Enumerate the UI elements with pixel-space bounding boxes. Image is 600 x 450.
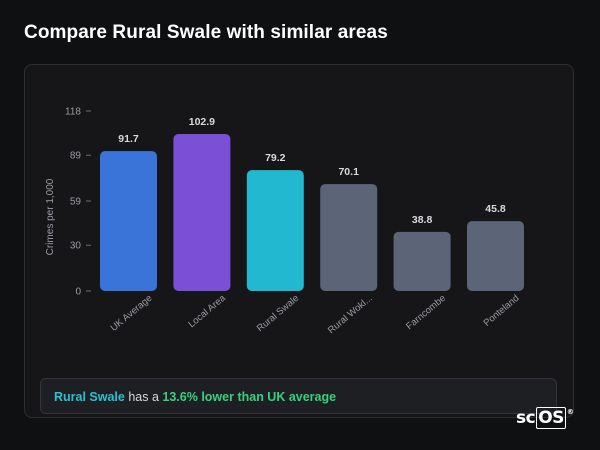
x-category-label: Ponteland xyxy=(482,293,522,329)
bar-value-label: 79.2 xyxy=(265,152,286,164)
bar-4 xyxy=(393,231,451,291)
x-category-label: Farncombe xyxy=(404,293,448,332)
bar-1 xyxy=(173,134,231,291)
comparison-summary: Rural Swale has a 13.6% lower than UK av… xyxy=(40,378,557,414)
brand-registered-mark: ® xyxy=(566,408,574,416)
brand-prefix: sc xyxy=(516,408,536,428)
y-tick-label: 30 xyxy=(70,241,82,252)
summary-highlight: 13.6% lower than UK average xyxy=(162,390,337,404)
bar-value-label: 70.1 xyxy=(338,166,359,178)
y-axis-label: Crimes per 1,000 xyxy=(45,178,56,255)
bar-5 xyxy=(467,221,524,291)
bar-value-label: 102.9 xyxy=(189,116,215,128)
bar-0 xyxy=(100,151,157,291)
bar-value-label: 91.7 xyxy=(118,133,139,145)
y-axis: 0 30 59 89 118 xyxy=(65,107,91,298)
summary-area-name: Rural Swale xyxy=(54,390,125,404)
y-tick-label: 89 xyxy=(70,151,82,162)
bar-value-label: 38.8 xyxy=(412,214,433,226)
comparison-card: Crimes per 1,000 0 30 59 89 118 91.7 UK Avera… xyxy=(24,64,574,418)
y-tick-label: 118 xyxy=(65,107,81,118)
bar-3 xyxy=(320,184,378,291)
y-tick-label: 0 xyxy=(75,287,81,298)
bar-value-label: 45.8 xyxy=(485,203,506,215)
brand-logo: sc OS ® xyxy=(516,407,574,429)
page-title: Compare Rural Swale with similar areas xyxy=(24,22,388,43)
summary-text: has a xyxy=(124,390,163,404)
bar-2 xyxy=(246,170,304,291)
bars: 91.7 UK Average 102.9 Local Area 79.2 Rural S… xyxy=(100,116,524,336)
x-category-label: Rural Wokl... xyxy=(326,293,375,336)
crime-rate-bar-chart: Crimes per 1,000 0 30 59 89 118 91.7 UK Avera… xyxy=(45,107,524,336)
x-category-label: Rural Swale xyxy=(255,293,301,334)
y-tick-label: 59 xyxy=(70,197,82,208)
x-category-label: Local Area xyxy=(186,292,228,330)
x-category-label: UK Average xyxy=(109,293,155,334)
brand-box: OS xyxy=(536,407,566,429)
